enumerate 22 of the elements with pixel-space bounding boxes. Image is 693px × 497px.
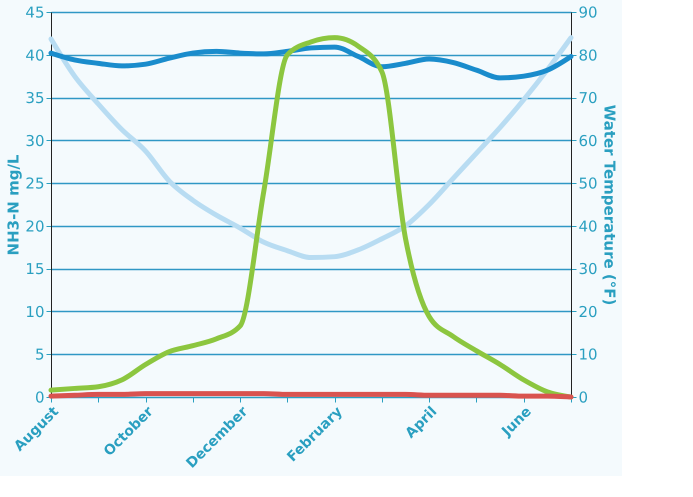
y2-axis-title: Water Temperature (°F) xyxy=(600,104,619,306)
y-tick-label: 10 xyxy=(25,302,44,321)
y-tick-label: 30 xyxy=(25,132,44,150)
y2-tick-label: 10 xyxy=(578,346,598,364)
y2-tick-label: 70 xyxy=(578,89,598,108)
y-tick-label: 0 xyxy=(34,388,44,406)
y-tick-label: 35 xyxy=(25,89,44,108)
y-tick-label: 5 xyxy=(34,346,44,364)
y2-tick-label: 60 xyxy=(578,132,598,150)
y-tick-label: 45 xyxy=(25,4,44,22)
y2-tick-label: 40 xyxy=(578,217,598,236)
y2-tick-label: 50 xyxy=(578,174,598,193)
y-axis-title: NH3-N mg/L xyxy=(4,154,22,256)
y2-tick-label: 90 xyxy=(578,4,598,22)
y2-tick-label: 0 xyxy=(578,388,588,406)
y2-tick-label: 20 xyxy=(578,302,598,321)
y-tick-label: 15 xyxy=(25,260,44,278)
y-tick-label: 20 xyxy=(25,217,44,236)
y2-tick-label: 30 xyxy=(578,260,598,278)
y-tick-label: 40 xyxy=(25,46,44,64)
y2-tick-label: 80 xyxy=(578,46,598,64)
y-tick-label: 25 xyxy=(25,174,44,193)
